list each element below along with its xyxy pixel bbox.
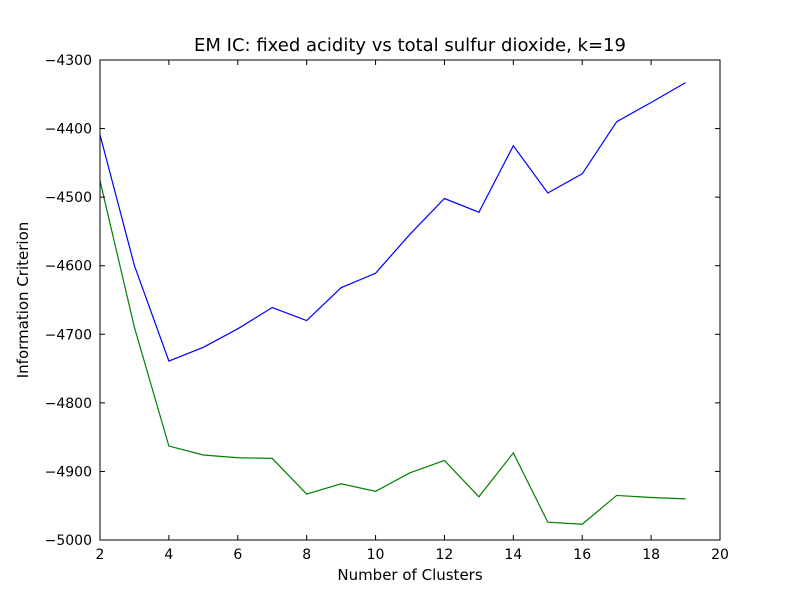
y-tick-label: −4300 <box>45 53 92 69</box>
series-line-2 <box>99 180 686 525</box>
y-tick-label: −4600 <box>45 259 92 275</box>
y-tick-label: −4900 <box>45 464 92 480</box>
y-axis-title: Information Criterion <box>14 222 32 379</box>
x-tick-label: 8 <box>302 547 311 563</box>
y-tick-label: −4800 <box>45 396 92 412</box>
ticks-layer: 2 4 6 8 10 12 14 16 18 20 −5000 −4900 −4800 −4700 −460… <box>45 53 729 563</box>
x-tick-label: 2 <box>96 547 105 563</box>
series-line-1 <box>99 82 686 362</box>
x-tick-label: 12 <box>436 547 454 563</box>
y-tick-label: −4700 <box>45 327 92 343</box>
x-tick-label: 6 <box>233 547 242 563</box>
x-tick-label: 10 <box>367 547 385 563</box>
x-tick-label: 18 <box>642 547 660 563</box>
series-layer <box>99 82 686 525</box>
y-tick-label: −4400 <box>45 122 92 138</box>
chart-title: EM IC: fixed acidity vs total sulfur dio… <box>194 35 626 56</box>
plot-frame <box>99 59 721 541</box>
x-tick-label: 20 <box>711 547 729 563</box>
x-tick-label: 4 <box>164 547 173 563</box>
y-tick-label: −5000 <box>45 533 92 549</box>
x-tick-label: 14 <box>504 547 522 563</box>
x-axis-title: Number of Clusters <box>337 566 482 584</box>
x-tick-label: 16 <box>573 547 591 563</box>
y-tick-label: −4500 <box>45 190 92 206</box>
